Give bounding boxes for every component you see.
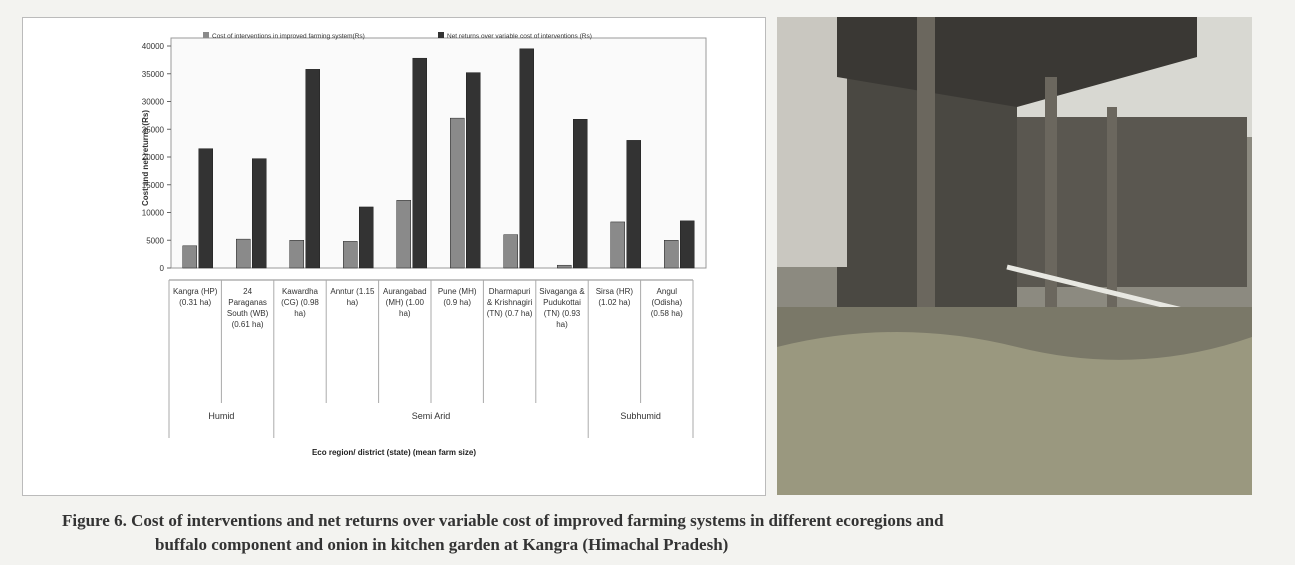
x-tick-label: Aurangabad (MH) (1.00 ha) <box>381 286 429 319</box>
photo <box>777 17 1252 495</box>
bar <box>450 118 464 268</box>
y-tick-label: 5000 <box>146 236 164 245</box>
caption-line: Figure 6. Cost of interventions and net … <box>62 511 944 531</box>
x-tick-label: Pune (MH) (0.9 ha) <box>433 286 481 308</box>
y-tick-label: 0 <box>160 264 165 273</box>
group-label: Humid <box>169 411 274 421</box>
bar <box>290 240 304 268</box>
x-axis-title: Eco region/ district (state) (mean farm … <box>23 448 765 457</box>
bar <box>397 200 411 268</box>
caption-line: buffalo component and onion in kitchen g… <box>155 535 728 555</box>
bar <box>611 222 625 268</box>
group-label: Semi Arid <box>274 411 588 421</box>
bar <box>520 49 534 268</box>
legend-swatch <box>203 32 209 38</box>
y-tick-label: 20000 <box>142 153 165 162</box>
x-tick-label: Dharmapuri & Krishnagiri (TN) (0.7 ha) <box>485 286 533 319</box>
bar <box>306 69 320 268</box>
bar <box>504 235 518 268</box>
bar <box>343 241 357 268</box>
y-tick-label: 10000 <box>142 209 165 218</box>
y-tick-label: 35000 <box>142 70 165 79</box>
y-tick-label: 15000 <box>142 181 165 190</box>
bar <box>413 58 427 268</box>
x-tick-label: Sirsa (HR) (1.02 ha) <box>590 286 638 308</box>
bar <box>664 240 678 268</box>
plot-area <box>171 38 706 268</box>
chart-canvas: Cost and net returns (Rs) 05000100001500… <box>23 18 765 495</box>
bar <box>252 159 266 268</box>
bar <box>236 239 250 268</box>
y-tick-label: 40000 <box>142 42 165 51</box>
x-tick-label: Angul (Odisha) (0.58 ha) <box>643 286 691 319</box>
x-tick-label: 24 Paraganas South (WB) (0.61 ha) <box>223 286 271 330</box>
bar <box>627 140 641 268</box>
group-label: Subhumid <box>588 411 693 421</box>
x-tick-label: Kawardha (CG) (0.98 ha) <box>276 286 324 319</box>
y-tick-label: 25000 <box>142 125 165 134</box>
bar <box>466 73 480 268</box>
bar <box>557 265 571 268</box>
bar <box>573 119 587 268</box>
x-tick-label: Kangra (HP) (0.31 ha) <box>171 286 219 308</box>
bar <box>680 221 694 268</box>
bar <box>359 207 373 268</box>
legend-label: Cost of interventions in improved farmin… <box>212 33 365 40</box>
legend-label: Net returns over variable cost of interv… <box>447 33 592 40</box>
page: Cost and net returns (Rs) 05000100001500… <box>0 0 1295 565</box>
bar <box>199 149 213 268</box>
bar <box>183 246 197 268</box>
x-tick-label: Anntur (1.15 ha) <box>328 286 376 308</box>
x-tick-label: Sivaganga & Pudukottai (TN) (0.93 ha) <box>538 286 586 330</box>
y-tick-label: 30000 <box>142 98 165 107</box>
legend-swatch <box>438 32 444 38</box>
